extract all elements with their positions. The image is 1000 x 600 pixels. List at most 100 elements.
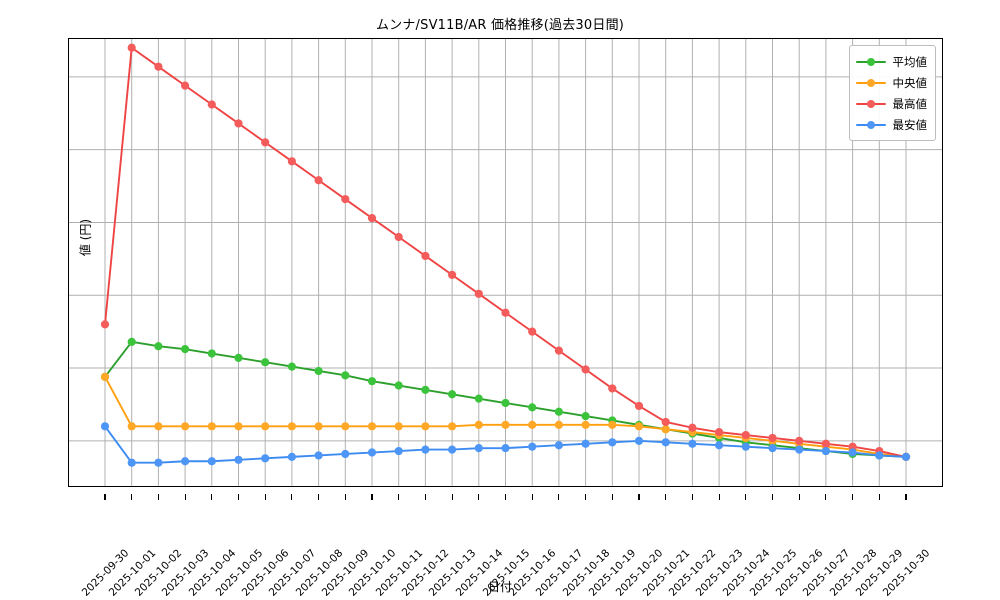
data-point [314,176,323,185]
legend-swatch-icon [855,56,886,68]
data-point [634,422,644,431]
data-point [448,445,457,454]
legend-swatch-icon [855,98,886,110]
x-tick-mark [398,494,400,500]
data-point [501,308,510,317]
data-point [768,433,777,443]
data-point [421,385,430,395]
x-tick-mark [237,494,240,500]
data-point [421,445,430,454]
data-point [100,320,110,329]
data-point [234,455,243,464]
data-point [100,422,110,431]
data-point [234,422,243,431]
data-point [207,100,216,109]
data-point [421,251,430,261]
data-point [501,420,510,429]
series-layer [100,43,911,467]
y-axis-label: 値 (円) [78,218,93,257]
data-point [901,452,911,461]
data-point [367,213,377,223]
data-point [448,390,457,399]
legend-swatch-icon [855,119,886,131]
x-tick-mark [318,494,320,500]
data-point [715,441,724,450]
series-line [104,46,907,458]
data-point [608,384,617,393]
data-point [261,358,270,367]
data-point [474,394,483,403]
legend-item-4[interactable]: 最安値 [855,114,928,135]
data-point [634,436,644,445]
chart-title: ムンナ/SV11B/AR 価格推移(過去30日間) [375,18,625,33]
data-point [341,371,350,380]
data-point [287,362,296,371]
data-point [741,442,750,451]
data-point [848,448,857,457]
data-point [554,407,563,416]
legend-item-3[interactable]: 最高値 [855,93,928,114]
data-point [234,119,243,128]
data-point [554,441,563,450]
data-point [421,422,430,431]
legend-label: 最安値 [892,117,928,132]
x-tick-mark [638,494,640,500]
data-point [634,401,644,411]
data-point [501,444,510,453]
x-tick-mark [344,494,346,500]
x-tick-mark [825,494,827,500]
x-tick-mark [718,494,720,500]
data-point [341,422,350,431]
data-point [448,422,457,431]
data-point [821,439,831,448]
data-point [127,43,136,52]
data-point [287,157,296,166]
legend-label: 平均値 [892,54,928,69]
data-point [261,454,270,463]
data-point [127,337,136,346]
legend-item-1[interactable]: 平均値 [855,51,928,72]
x-tick-mark [211,494,213,500]
data-point [581,412,590,421]
data-point [341,449,350,459]
data-point [688,423,697,432]
data-point [474,420,483,429]
legend-label: 最高値 [892,96,928,111]
data-point [127,458,136,467]
x-tick-mark [771,494,774,500]
x-axis-label: 日付 [487,580,512,594]
legend-item-2[interactable]: 中央値 [855,72,928,93]
x-tick-mark [611,494,613,500]
legend-label: 中央値 [892,75,928,90]
x-tick-mark [104,494,106,500]
x-tick-mark [531,494,533,500]
x-tick-mark [131,494,133,500]
x-tick-mark [371,494,373,500]
data-point [367,377,377,386]
data-point [287,422,296,431]
data-point [181,457,190,466]
x-tick-mark [264,494,266,500]
data-point [154,62,163,71]
data-point [528,327,537,336]
data-point [554,346,563,355]
data-point [608,438,617,447]
data-point [100,372,110,381]
data-point [528,420,537,429]
data-point [154,422,163,431]
data-point [661,425,670,434]
data-point [261,138,270,147]
x-tick-mark [157,494,159,500]
data-point [768,444,777,453]
data-point [821,446,831,456]
data-point [394,232,403,242]
x-tick-mark [424,494,426,500]
chart-legend: 平均値中央値最高値最安値 [848,45,936,141]
x-tick-mark [451,494,453,500]
data-point [207,349,216,358]
x-tick-mark [504,494,507,500]
data-point [474,289,483,298]
data-point [608,420,617,429]
x-tick-mark [905,494,907,500]
